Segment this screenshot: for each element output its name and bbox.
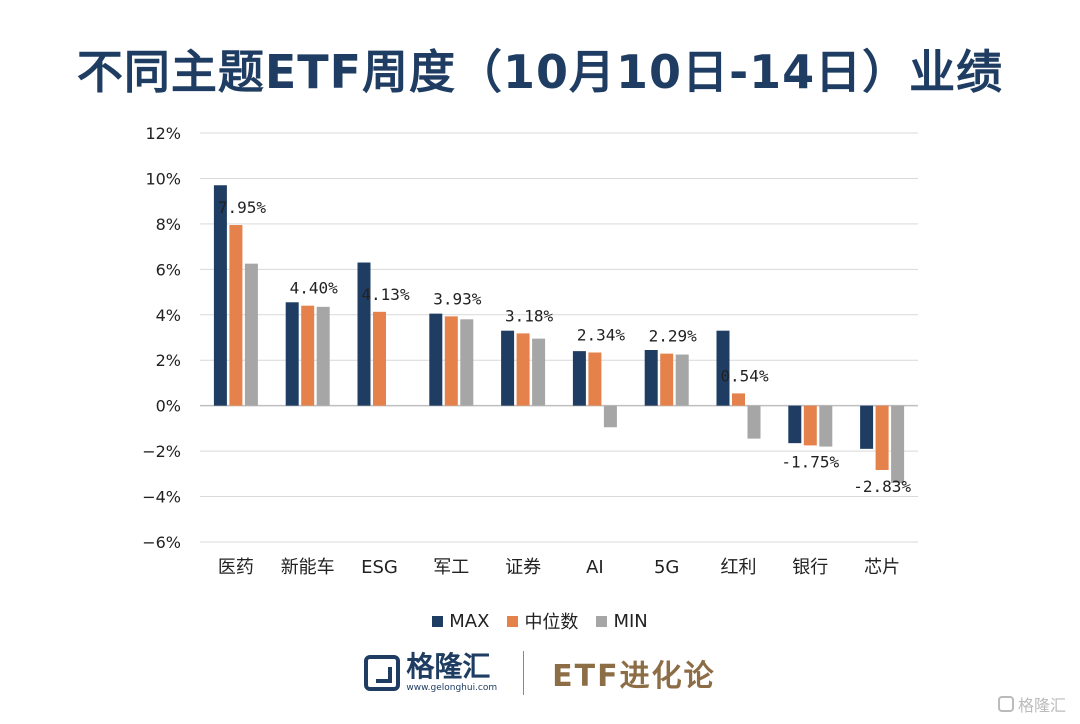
bar-min	[891, 405, 905, 483]
bar-max	[716, 330, 730, 406]
legend-label: MIN	[613, 610, 648, 632]
legend-swatch	[507, 615, 519, 627]
y-tick-label: 6%	[156, 260, 181, 279]
bar-median	[732, 393, 745, 406]
x-tick-label: 银行	[792, 557, 828, 578]
bar-max	[429, 313, 443, 406]
bar-max	[644, 349, 658, 406]
bar-median	[373, 311, 386, 406]
y-tick-label: −4%	[142, 488, 181, 507]
bar-max	[860, 405, 874, 449]
bar-median	[444, 316, 458, 406]
bar-max	[788, 405, 802, 444]
column-name: ETF进化论	[552, 659, 716, 694]
legend-item: 中位数	[507, 608, 578, 634]
bar-max	[357, 262, 371, 406]
brand-url: www.gelonghui.com	[406, 683, 498, 693]
bar-min	[675, 354, 689, 406]
bar-min	[532, 338, 546, 406]
bar-median	[301, 305, 315, 406]
watermark: 格隆汇	[997, 692, 1066, 716]
x-tick-label: AI	[586, 557, 604, 578]
data-label: 0.54%	[720, 366, 769, 385]
legend-label: MAX	[449, 610, 490, 632]
watermark-logo-icon	[997, 696, 1014, 712]
legend-label: 中位数	[524, 612, 579, 633]
y-tick-label: 10%	[145, 169, 181, 188]
y-tick-label: 8%	[156, 215, 181, 234]
brand: 格隆汇 www.gelonghui.com	[364, 653, 523, 693]
brand-name: 格隆汇	[406, 650, 491, 683]
y-tick-label: 2%	[156, 351, 181, 370]
legend-item: MAX	[432, 608, 489, 634]
y-tick-label: 0%	[156, 397, 181, 416]
bar-max	[501, 330, 515, 406]
bar-min	[460, 319, 474, 406]
bar-min	[819, 405, 833, 447]
x-tick-label: ESG	[361, 557, 398, 578]
gelonghui-logo-icon	[364, 655, 401, 691]
bar-median	[875, 405, 889, 470]
bar-min	[316, 306, 330, 406]
data-label: 7.95%	[218, 198, 267, 217]
x-tick-label: 医药	[218, 557, 254, 578]
bar-median	[803, 405, 817, 446]
chart-title: 不同主题ETF周度（10月10日-14日）业绩	[76, 45, 1004, 99]
x-tick-label: 5G	[654, 557, 679, 578]
watermark-text: 格隆汇	[1017, 696, 1066, 715]
bar-min	[244, 263, 258, 406]
legend-swatch	[596, 615, 608, 627]
y-tick-label: 4%	[156, 306, 181, 325]
legend: MAX 中位数 MIN	[0, 608, 1080, 634]
y-tick-label: −2%	[142, 442, 181, 461]
bar-median	[516, 333, 530, 406]
bar-max	[213, 185, 227, 406]
bar-min	[603, 405, 617, 428]
x-tick-label: 红利	[721, 557, 757, 578]
data-label: -2.83%	[853, 477, 911, 496]
data-label: 2.29%	[649, 327, 698, 346]
data-label: -1.75%	[781, 452, 839, 471]
bar-median	[229, 225, 243, 406]
x-tick-label: 证券	[505, 557, 541, 578]
x-tick-label: 芯片	[864, 557, 900, 578]
x-tick-label: 军工	[433, 557, 469, 578]
data-label: 4.13%	[361, 285, 410, 304]
footer-divider	[523, 651, 525, 695]
x-tick-label: 新能车	[281, 557, 335, 578]
data-label: 2.34%	[577, 325, 626, 344]
bar-median	[588, 352, 602, 406]
legend-item: MIN	[596, 608, 648, 634]
footer: 格隆汇 www.gelonghui.com ETF进化论	[0, 645, 1080, 701]
legend-swatch	[432, 615, 444, 627]
data-label: 4.40%	[290, 279, 339, 298]
bar-median	[660, 353, 674, 406]
y-tick-label: 12%	[145, 124, 181, 143]
data-label: 3.18%	[505, 306, 554, 325]
data-label: 3.93%	[433, 289, 482, 308]
y-tick-label: −6%	[142, 533, 181, 552]
bar-min	[747, 405, 761, 439]
bar-max	[285, 302, 299, 406]
bar-max	[572, 351, 586, 406]
